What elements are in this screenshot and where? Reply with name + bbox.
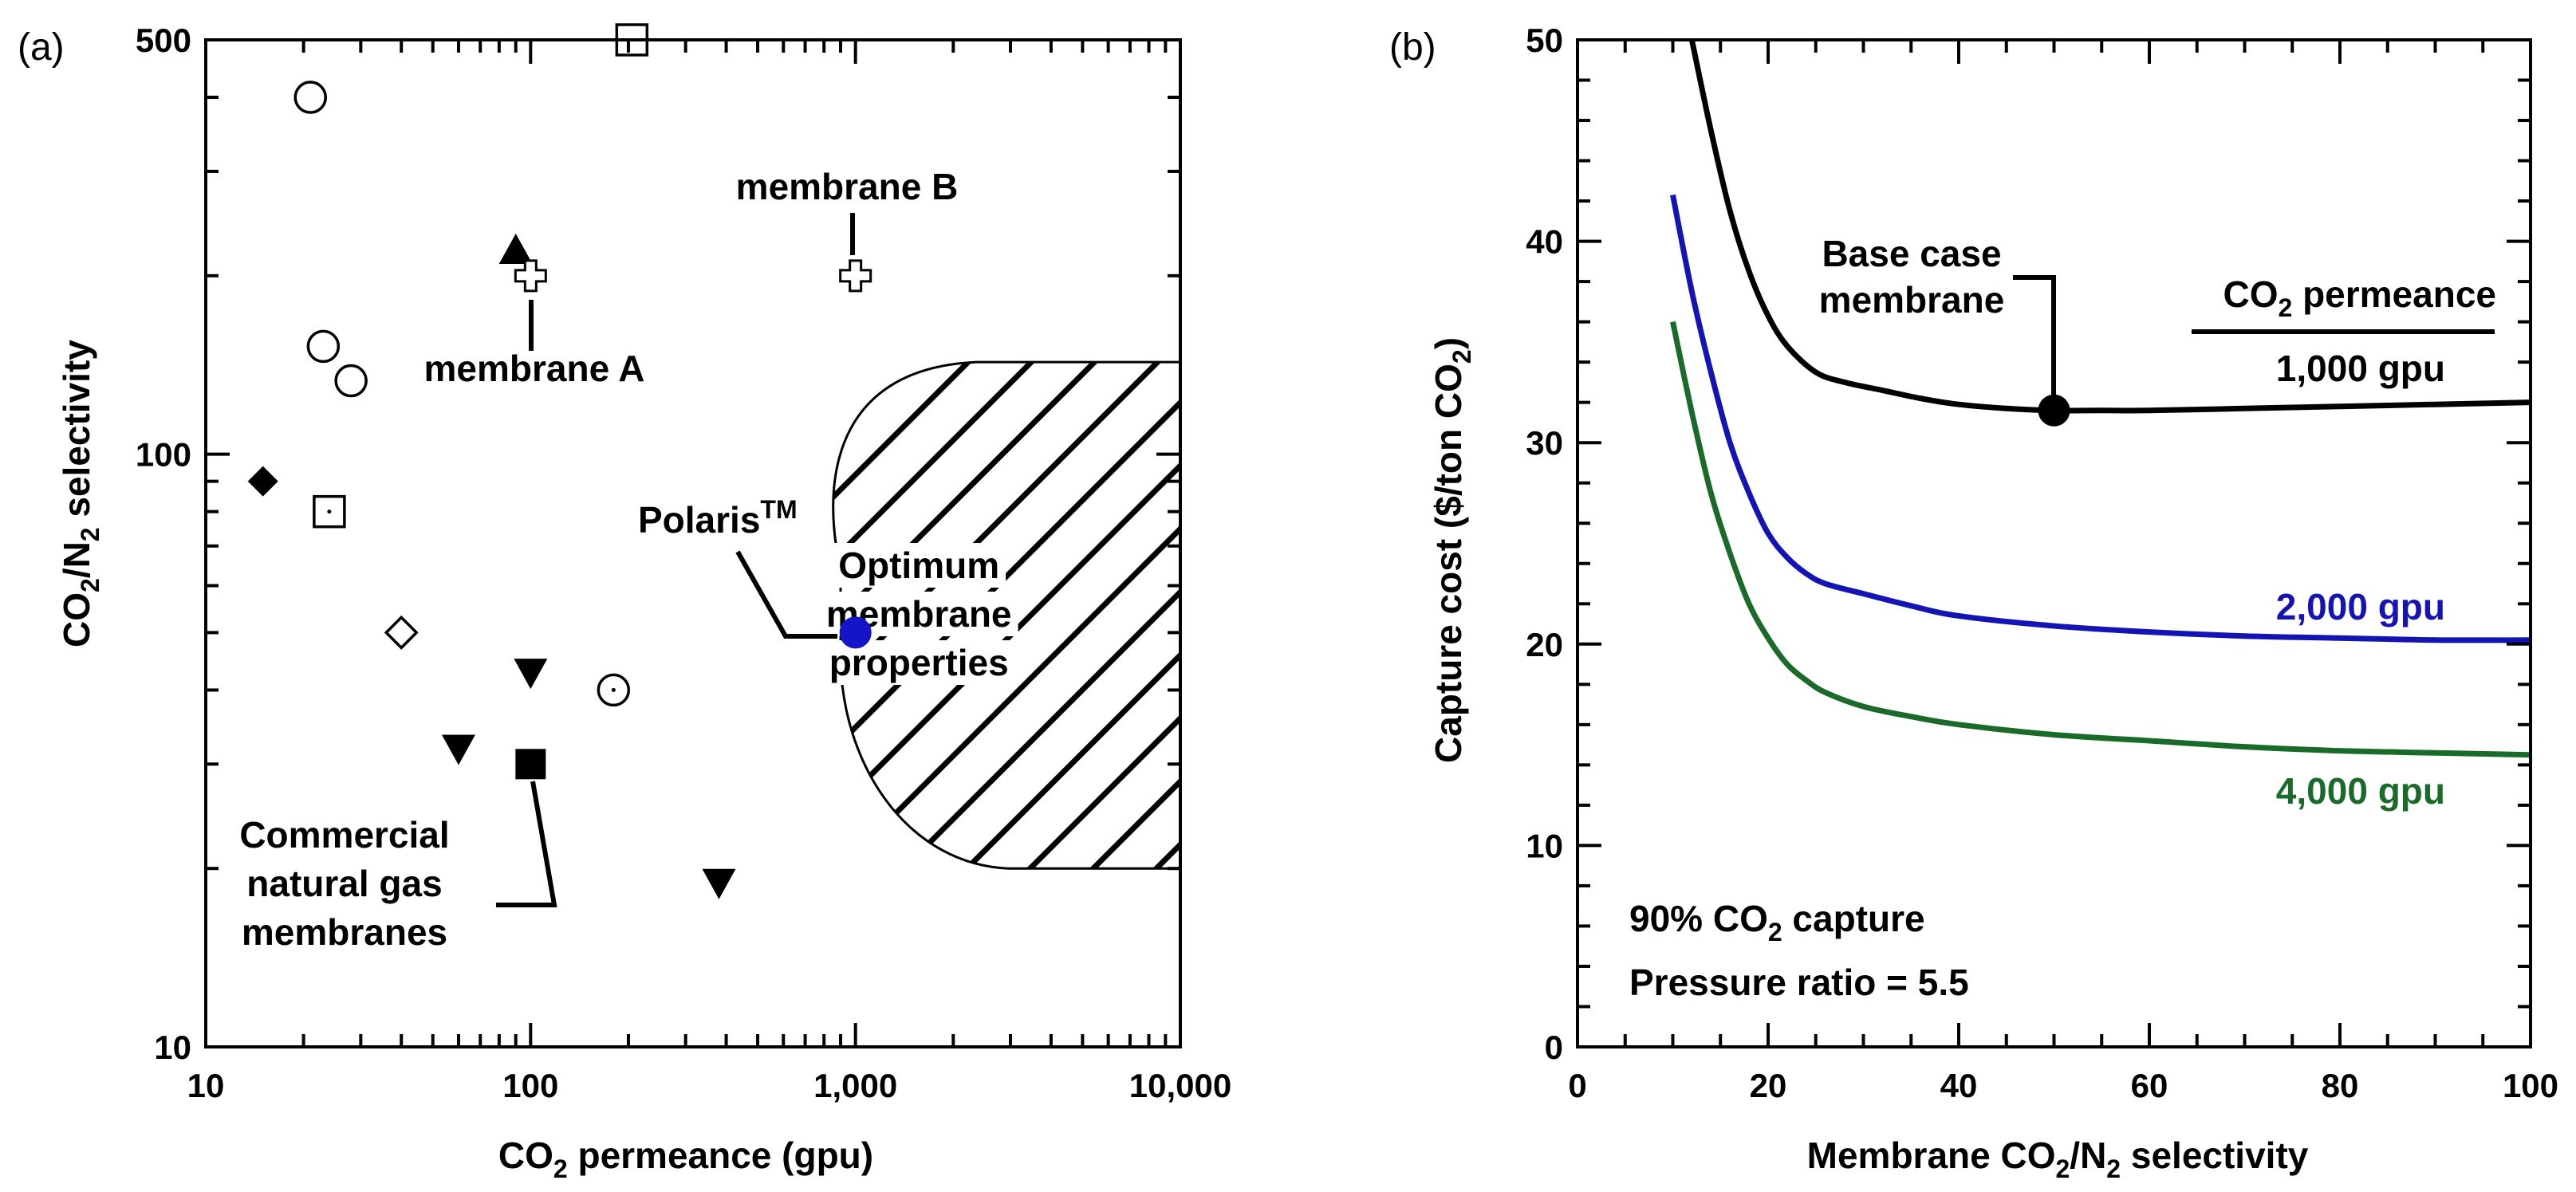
- optimum-label-line: Optimum: [838, 545, 999, 586]
- data-point-triangle-up-filled: [498, 234, 533, 265]
- x-tick-label: 80: [2322, 1067, 2359, 1104]
- data-point-diamond-filled: [247, 466, 278, 497]
- base-case-label-2: membrane: [1819, 279, 2005, 321]
- polaris-label: PolarisTM: [638, 495, 798, 541]
- panel-b-x-axis-title: Membrane CO2/N2 selectivity: [1807, 1135, 2309, 1183]
- commercial-label-3: membranes: [242, 911, 447, 953]
- x-tick-label: 10: [187, 1067, 225, 1104]
- base-case-leader: [2013, 275, 2056, 413]
- panel-a-y-axis-title: CO2/N2 selectivity: [56, 340, 104, 647]
- commercial-label-2: natural gas: [246, 863, 442, 904]
- series-line-4000gpu: [1670, 321, 2531, 758]
- y-tick-label: 30: [1526, 424, 1563, 462]
- series-line-1000gpu: [1688, 39, 2531, 414]
- membrane-b-label: membrane B: [736, 166, 959, 207]
- data-point-circle-dot: [597, 673, 631, 707]
- data-point-cross-open: [839, 259, 872, 293]
- panel-b: (b) Capture cost ($/ton CO2) Membrane CO…: [1389, 22, 2558, 1183]
- data-point-triangle-down-filled: [514, 659, 548, 690]
- x-tick-label: 20: [1750, 1067, 1787, 1104]
- panel-a-x-axis-title: CO2 permeance (gpu): [498, 1135, 873, 1183]
- panel-label-a: (a): [18, 26, 65, 69]
- data-point-cross-open: [514, 259, 547, 293]
- panel-b-ticks: 0 20 40 60 80 100 0 10 20 30 40 50: [1526, 22, 2558, 1104]
- data-point-triangle-down-filled: [441, 734, 475, 765]
- panel-a-frame: [204, 38, 1182, 1048]
- panel-a-points: [247, 23, 872, 899]
- legend-label-2000: 2,000 gpu: [2276, 586, 2445, 627]
- x-tick-label: 1,000: [813, 1067, 897, 1104]
- base-case-label-1: Base case: [1822, 233, 2001, 274]
- y-tick-label: 0: [1545, 1029, 1563, 1066]
- panel-a: (a) CO2/N2 selectivity CO2 permeance (gp…: [18, 22, 1231, 1183]
- base-case-point: [2038, 394, 2070, 427]
- x-tick-label: 0: [1568, 1067, 1586, 1104]
- data-point-diamond-open: [384, 615, 419, 650]
- data-point-square-dot: [313, 494, 346, 529]
- x-tick-label: 100: [2503, 1067, 2558, 1104]
- legend-label-4000: 4,000 gpu: [2276, 770, 2445, 812]
- capture-note: 90% CO2 capture: [1629, 898, 1925, 946]
- optimum-label-bg: [832, 543, 1006, 588]
- data-point-circle-open: [334, 364, 368, 398]
- data-point-circle-open: [293, 81, 328, 114]
- legend-label-1000: 1,000 gpu: [2276, 348, 2445, 389]
- y-tick-label: 10: [1526, 827, 1563, 864]
- pressure-ratio-note: Pressure ratio = 5.5: [1629, 962, 1969, 1003]
- data-point-circle-open: [306, 329, 341, 364]
- y-tick-label: 40: [1526, 223, 1563, 261]
- data-point-triangle-down-filled: [702, 868, 736, 899]
- panel-label-b: (b): [1389, 26, 1436, 69]
- y-tick-label: 50: [1526, 22, 1563, 59]
- y-tick-label: 20: [1526, 626, 1563, 663]
- panel-a-ticks: 10 100 1,000 10,000 10 100 500: [136, 22, 1231, 1104]
- series-line-2000gpu: [1670, 194, 2531, 643]
- panel-b-y-axis-title: Capture cost ($/ton CO2): [1428, 337, 1476, 763]
- y-tick-label: 100: [136, 436, 191, 474]
- legend-title: CO2 permeance: [2223, 273, 2497, 322]
- membrane-a-label: membrane A: [424, 348, 645, 389]
- panel-a-leaders: [496, 213, 855, 907]
- panel-b-series: [1670, 39, 2531, 758]
- commercial-label-1: Commercial: [239, 814, 449, 856]
- panel-b-frame: [1576, 38, 2532, 1048]
- x-tick-label: 60: [2131, 1067, 2168, 1104]
- x-tick-label: 100: [502, 1067, 558, 1104]
- y-tick-label: 10: [154, 1029, 191, 1066]
- y-tick-label: 500: [136, 22, 191, 59]
- data-point-circle-filled-blue: [839, 616, 872, 649]
- optimum-label-line: properties: [829, 642, 1009, 683]
- data-point-square-filled: [515, 749, 546, 780]
- x-tick-label: 40: [1940, 1067, 1978, 1104]
- commercial-leader: [496, 781, 557, 907]
- polaris-leader: [735, 550, 837, 639]
- x-tick-label: 10,000: [1129, 1067, 1231, 1104]
